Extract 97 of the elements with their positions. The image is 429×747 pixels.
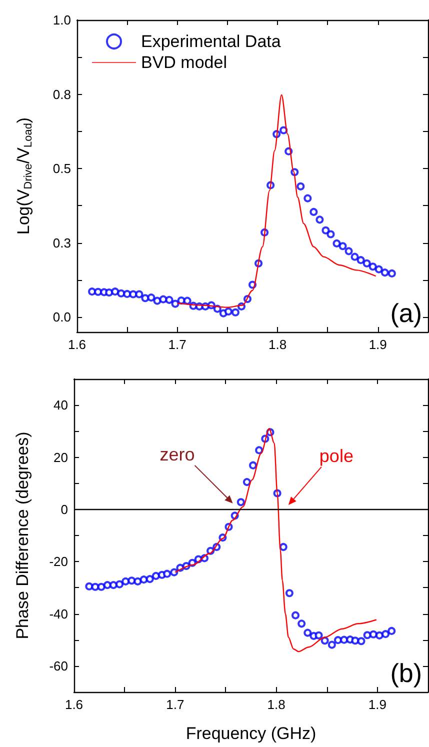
point — [134, 577, 142, 586]
y-tick-label: 20 — [54, 450, 68, 465]
x-tick-label: 1.8 — [267, 697, 286, 712]
x-tick-label: 1.9 — [368, 697, 386, 712]
x-tick-label: 1.7 — [168, 337, 186, 352]
point — [129, 290, 138, 298]
point — [344, 247, 353, 256]
point — [369, 630, 378, 638]
point — [388, 269, 396, 278]
point — [375, 631, 384, 640]
point — [338, 242, 347, 250]
y-axis-title: Log(VDrive/VLoad) — [14, 117, 34, 235]
point — [310, 208, 318, 216]
point — [255, 446, 264, 454]
point — [85, 582, 94, 590]
point — [332, 239, 341, 248]
point — [109, 581, 118, 590]
y-tick-label: 1.0 — [52, 12, 71, 28]
point — [171, 300, 180, 308]
point — [340, 636, 348, 644]
point — [374, 265, 383, 274]
point — [147, 294, 156, 302]
point — [304, 194, 312, 202]
point — [279, 542, 288, 551]
legend-label: BVD model — [141, 53, 227, 72]
point — [296, 182, 305, 190]
point — [351, 636, 360, 645]
point — [298, 620, 306, 628]
point — [357, 637, 366, 646]
point — [224, 308, 232, 316]
point — [123, 290, 132, 298]
point — [103, 581, 112, 590]
x-axis-title: Frequency (GHz) — [186, 724, 316, 743]
point — [382, 630, 390, 638]
point — [362, 259, 371, 268]
point — [105, 288, 114, 296]
annotation: (a) — [390, 298, 422, 328]
point — [368, 262, 377, 271]
point — [322, 226, 330, 234]
point — [292, 611, 300, 620]
point — [128, 576, 136, 585]
point — [88, 288, 96, 296]
point — [356, 256, 365, 264]
point — [316, 216, 324, 224]
point — [140, 576, 148, 584]
point — [350, 252, 359, 261]
x-tick-label: 1.6 — [64, 697, 84, 712]
point — [153, 296, 162, 305]
point — [116, 580, 124, 588]
point — [320, 636, 329, 645]
annotation: (b) — [390, 658, 422, 688]
x-tick-label: 1.7 — [166, 697, 184, 712]
point — [122, 577, 130, 586]
x-tick-label: 1.9 — [368, 337, 387, 352]
point — [231, 308, 240, 316]
x-tick-label: 1.6 — [68, 337, 86, 352]
point — [242, 478, 251, 486]
point — [117, 289, 126, 298]
y-tick-label: 0.3 — [52, 235, 71, 250]
legend-label: Experimental Data — [141, 32, 282, 51]
point — [97, 582, 106, 591]
point — [159, 295, 168, 304]
y-tick-label: -40 — [49, 606, 68, 622]
y-tick-label: -60 — [49, 658, 68, 674]
point — [285, 589, 294, 598]
point — [314, 631, 323, 640]
point — [236, 498, 245, 506]
point — [146, 575, 154, 584]
y-tick-label: 0.0 — [52, 310, 71, 325]
point — [328, 640, 336, 649]
y-tick-label: 0.8 — [52, 86, 71, 102]
point — [280, 126, 288, 134]
point — [388, 626, 396, 635]
y-axis-title: Phase Difference (degrees) — [13, 432, 32, 640]
y-tick-label: 40 — [54, 398, 68, 413]
annotation: pole — [319, 446, 354, 466]
point — [94, 288, 102, 296]
x-tick-label: 1.8 — [268, 337, 287, 352]
y-tick-label: 0 — [60, 502, 68, 517]
point — [91, 582, 100, 591]
point — [135, 290, 144, 298]
point — [152, 572, 160, 580]
y-tick-label: -20 — [49, 554, 68, 570]
point — [304, 628, 312, 637]
y-tick-label: 0.5 — [52, 161, 71, 176]
point — [141, 294, 150, 302]
point — [326, 230, 335, 238]
point — [163, 570, 172, 578]
point — [111, 288, 120, 296]
point — [363, 631, 372, 640]
point — [165, 296, 174, 304]
point — [334, 636, 342, 644]
point — [170, 568, 178, 576]
annotation: zero — [160, 444, 195, 464]
point — [249, 461, 258, 470]
point — [380, 268, 389, 277]
point — [183, 296, 192, 305]
